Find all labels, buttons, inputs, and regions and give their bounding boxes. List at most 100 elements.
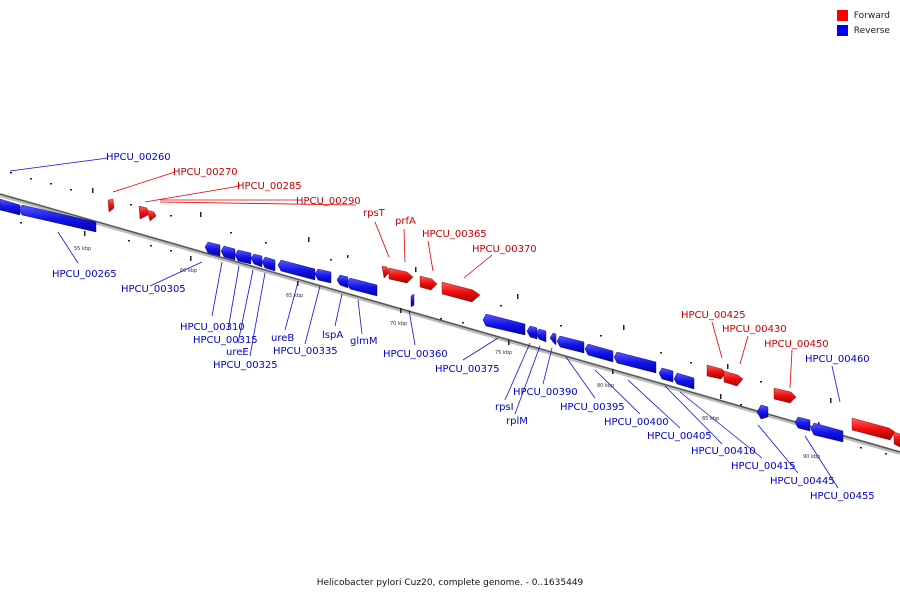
- leader-line: [664, 385, 723, 445]
- track-dot: [70, 189, 72, 191]
- gene-hpcu-00455[interactable]: [810, 422, 844, 443]
- gene-hpcu-00270[interactable]: [107, 198, 115, 213]
- gene-glmm[interactable]: [346, 277, 378, 297]
- gene-label: HPCU_00445: [770, 476, 835, 487]
- gene-hpcu-00365[interactable]: [419, 275, 438, 291]
- gene-hpcu-00430[interactable]: [723, 370, 744, 387]
- track-tick: [720, 394, 722, 399]
- gene-ureb[interactable]: [277, 259, 316, 281]
- leader-line: [462, 337, 499, 361]
- gene-label: HPCU_00325: [213, 360, 278, 371]
- gene-label: HPCU_00395: [560, 402, 625, 413]
- gene-prfa[interactable]: [388, 267, 414, 284]
- gene-hpcu-00395[interactable]: [556, 335, 585, 354]
- gene-hpcu-00450[interactable]: [773, 387, 797, 404]
- track-tick: [830, 398, 832, 403]
- gene-hpcu-00325[interactable]: [250, 253, 263, 268]
- gene-hpcu-00400[interactable]: [584, 343, 614, 363]
- scale-label: 70 kbp: [390, 321, 407, 327]
- gene-reverse-edge[interactable]: [0, 198, 21, 216]
- leader-line: [789, 349, 793, 389]
- leader-line: [594, 369, 641, 415]
- gene-label: HPCU_00305: [121, 284, 186, 295]
- leader-line: [711, 321, 723, 359]
- track-dot: [740, 404, 742, 406]
- gene-label: HPCU_00390: [513, 387, 578, 398]
- gene-label: HPCU_00290: [296, 196, 361, 207]
- leader-line: [159, 201, 357, 206]
- gene-rplm[interactable]: [535, 328, 547, 343]
- leader-line: [739, 335, 749, 365]
- gene-label: HPCU_00405: [647, 431, 712, 442]
- gene-hpcu-00290[interactable]: [146, 209, 157, 222]
- track-dot: [600, 335, 602, 337]
- legend-item-forward: Forward: [836, 8, 890, 23]
- gene-hpcu-00445-a[interactable]: [756, 404, 769, 420]
- reverse-track-ticks: [20, 222, 887, 455]
- track-tick: [308, 237, 310, 242]
- gene-rpsi[interactable]: [526, 325, 538, 340]
- track-dot: [30, 178, 32, 180]
- gene-uree[interactable]: [234, 249, 252, 265]
- track-dot: [150, 245, 152, 247]
- gene-hpcu-00315[interactable]: [220, 245, 236, 261]
- legend-label: Reverse: [853, 25, 890, 36]
- leader-line: [357, 299, 363, 335]
- track-tick: [508, 340, 510, 345]
- gene-hpcu-00310[interactable]: [204, 241, 221, 257]
- leader-line: [542, 347, 553, 385]
- leader-line: [112, 171, 176, 193]
- scale-label: 75 kbp: [495, 350, 512, 356]
- legend-label: Forward: [853, 10, 890, 21]
- gene-label: HPCU_00370: [472, 244, 537, 255]
- gene-hpcu-00360[interactable]: [410, 293, 415, 308]
- gene-hpcu-00335[interactable]: [314, 268, 332, 284]
- gene-ureb-a[interactable]: [261, 256, 276, 272]
- genome-caption: Helicobacter pylori Cuz20, complete geno…: [316, 578, 584, 588]
- track-dot: [330, 259, 332, 261]
- leader-line: [627, 379, 681, 429]
- track-dot: [170, 215, 172, 217]
- gene-label: HPCU_00460: [805, 354, 870, 365]
- gene-lspa[interactable]: [336, 274, 349, 289]
- gene-hpcu-00410[interactable]: [658, 367, 674, 383]
- track-dot: [500, 305, 502, 307]
- genome-backbone-line: [0, 193, 900, 453]
- gene-label: HPCU_00335: [273, 346, 338, 357]
- gene-hpcu-00375[interactable]: [482, 313, 526, 336]
- reverse-swatch: [836, 25, 848, 36]
- gene-hpcu-00285[interactable]: [138, 205, 149, 220]
- forward-leader-lines: [112, 171, 793, 389]
- scale-label: 80 kbp: [597, 383, 614, 389]
- scale-label: 85 kbp: [702, 416, 719, 422]
- track-tick: [415, 267, 417, 272]
- gene-forward-edge-2[interactable]: [893, 431, 900, 448]
- gene-label: HPCU_00360: [383, 349, 448, 360]
- gene-label: HPCU_00410: [691, 446, 756, 457]
- gene-label: rpsT: [363, 208, 386, 219]
- track-tick: [92, 188, 94, 193]
- gene-hpcu-00265[interactable]: [18, 204, 97, 233]
- leader-line: [227, 265, 240, 331]
- track-dot: [660, 352, 662, 354]
- gene-label: HPCU_00415: [731, 461, 796, 472]
- leader-line: [427, 240, 434, 272]
- gene-hpcu-00390[interactable]: [549, 332, 557, 346]
- gene-hpcu-00415[interactable]: [673, 372, 695, 390]
- track-tick: [84, 231, 86, 236]
- gene-label: HPCU_00430: [722, 324, 787, 335]
- gene-hpcu-00405[interactable]: [613, 351, 657, 374]
- leader-line: [374, 221, 390, 258]
- track-tick: [200, 212, 202, 217]
- gene-label: HPCU_00375: [435, 364, 500, 375]
- forward-track-ticks: [10, 172, 832, 403]
- gene-hpcu-00445[interactable]: [794, 416, 811, 432]
- reverse-genes: [0, 198, 844, 443]
- track-tick: [727, 364, 729, 369]
- gene-label: HPCU_00260: [106, 152, 171, 163]
- gene-hpcu-00425[interactable]: [706, 364, 727, 380]
- gene-forward-edge[interactable]: [851, 417, 896, 441]
- gene-hpcu-00370[interactable]: [441, 281, 481, 303]
- scale-label: 90 kbp: [803, 454, 820, 460]
- leader-line: [408, 309, 416, 346]
